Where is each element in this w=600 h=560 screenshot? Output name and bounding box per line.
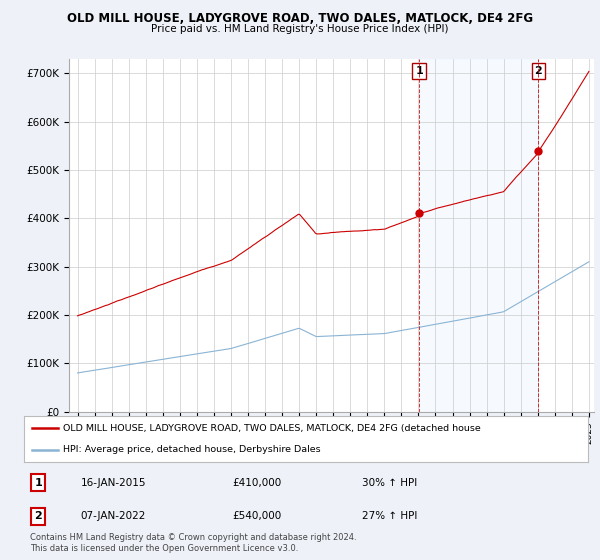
Text: 16-JAN-2015: 16-JAN-2015 <box>80 478 146 488</box>
Text: 27% ↑ HPI: 27% ↑ HPI <box>362 511 418 521</box>
Text: £410,000: £410,000 <box>233 478 282 488</box>
Text: 30% ↑ HPI: 30% ↑ HPI <box>362 478 418 488</box>
Text: 07-JAN-2022: 07-JAN-2022 <box>80 511 146 521</box>
Text: 1: 1 <box>34 478 42 488</box>
Bar <box>419 59 538 412</box>
Text: OLD MILL HOUSE, LADYGROVE ROAD, TWO DALES, MATLOCK, DE4 2FG: OLD MILL HOUSE, LADYGROVE ROAD, TWO DALE… <box>67 12 533 25</box>
Text: HPI: Average price, detached house, Derbyshire Dales: HPI: Average price, detached house, Derb… <box>64 445 321 454</box>
Text: £540,000: £540,000 <box>233 511 282 521</box>
Text: 2: 2 <box>34 511 42 521</box>
Text: OLD MILL HOUSE, LADYGROVE ROAD, TWO DALES, MATLOCK, DE4 2FG (detached house: OLD MILL HOUSE, LADYGROVE ROAD, TWO DALE… <box>64 424 481 433</box>
Text: 2: 2 <box>535 66 542 76</box>
Text: 1: 1 <box>415 66 423 76</box>
Text: Contains HM Land Registry data © Crown copyright and database right 2024.
This d: Contains HM Land Registry data © Crown c… <box>30 533 356 553</box>
Text: Price paid vs. HM Land Registry's House Price Index (HPI): Price paid vs. HM Land Registry's House … <box>151 24 449 34</box>
